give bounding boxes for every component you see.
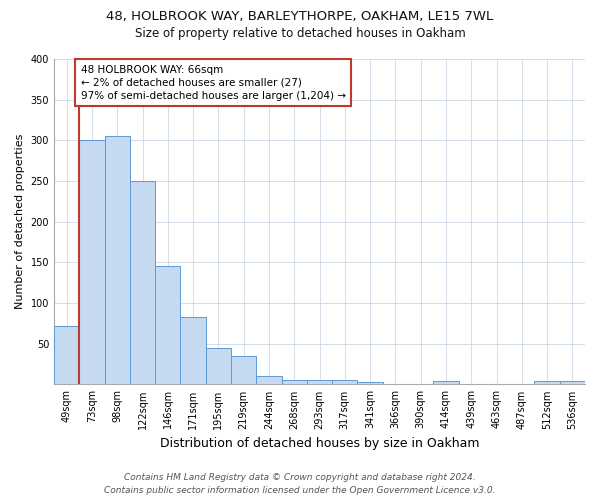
Bar xyxy=(332,380,358,384)
Bar xyxy=(256,376,281,384)
Text: Contains HM Land Registry data © Crown copyright and database right 2024.
Contai: Contains HM Land Registry data © Crown c… xyxy=(104,474,496,495)
Bar xyxy=(206,348,231,385)
Bar xyxy=(54,326,79,384)
Bar xyxy=(181,317,206,384)
Bar xyxy=(307,380,332,384)
X-axis label: Distribution of detached houses by size in Oakham: Distribution of detached houses by size … xyxy=(160,437,479,450)
Bar xyxy=(433,381,458,384)
Bar xyxy=(281,380,307,384)
Y-axis label: Number of detached properties: Number of detached properties xyxy=(15,134,25,310)
Bar xyxy=(231,356,256,384)
Bar xyxy=(560,381,585,384)
Text: Size of property relative to detached houses in Oakham: Size of property relative to detached ho… xyxy=(134,28,466,40)
Bar xyxy=(155,266,181,384)
Bar xyxy=(535,381,560,384)
Bar xyxy=(358,382,383,384)
Text: 48, HOLBROOK WAY, BARLEYTHORPE, OAKHAM, LE15 7WL: 48, HOLBROOK WAY, BARLEYTHORPE, OAKHAM, … xyxy=(106,10,494,23)
Text: 48 HOLBROOK WAY: 66sqm
← 2% of detached houses are smaller (27)
97% of semi-deta: 48 HOLBROOK WAY: 66sqm ← 2% of detached … xyxy=(80,64,346,101)
Bar xyxy=(79,140,104,384)
Bar xyxy=(104,136,130,384)
Bar xyxy=(130,181,155,384)
